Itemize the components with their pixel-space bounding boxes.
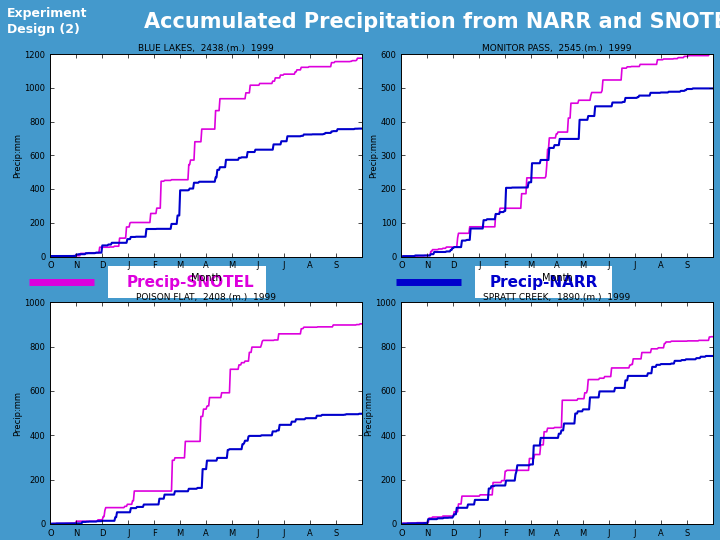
Title: MONITOR PASS,  2545.(m.)  1999: MONITOR PASS, 2545.(m.) 1999: [482, 44, 632, 53]
FancyBboxPatch shape: [108, 266, 266, 298]
FancyBboxPatch shape: [475, 266, 612, 298]
Text: Experiment
Design (2): Experiment Design (2): [7, 8, 88, 36]
Title: SPRATT CREEK,  1890.(m.)  1999: SPRATT CREEK, 1890.(m.) 1999: [483, 293, 631, 302]
X-axis label: Month: Month: [541, 273, 572, 283]
Y-axis label: Precip:mm: Precip:mm: [369, 133, 378, 178]
Title: BLUE LAKES,  2438.(m.)  1999: BLUE LAKES, 2438.(m.) 1999: [138, 44, 274, 53]
Y-axis label: Precip:mm: Precip:mm: [13, 133, 22, 178]
Title: POISON FLAT,  2408.(m.)  1999: POISON FLAT, 2408.(m.) 1999: [136, 293, 276, 302]
Y-axis label: Precip:mm: Precip:mm: [13, 390, 22, 436]
Text: Precip-SNOTEL: Precip-SNOTEL: [127, 275, 255, 289]
Text: Precip-NARR: Precip-NARR: [490, 275, 598, 289]
X-axis label: Month: Month: [191, 273, 222, 283]
Text: Accumulated Precipitation from NARR and SNOTEL: Accumulated Precipitation from NARR and …: [144, 12, 720, 32]
Y-axis label: Precip:mm: Precip:mm: [364, 390, 373, 436]
